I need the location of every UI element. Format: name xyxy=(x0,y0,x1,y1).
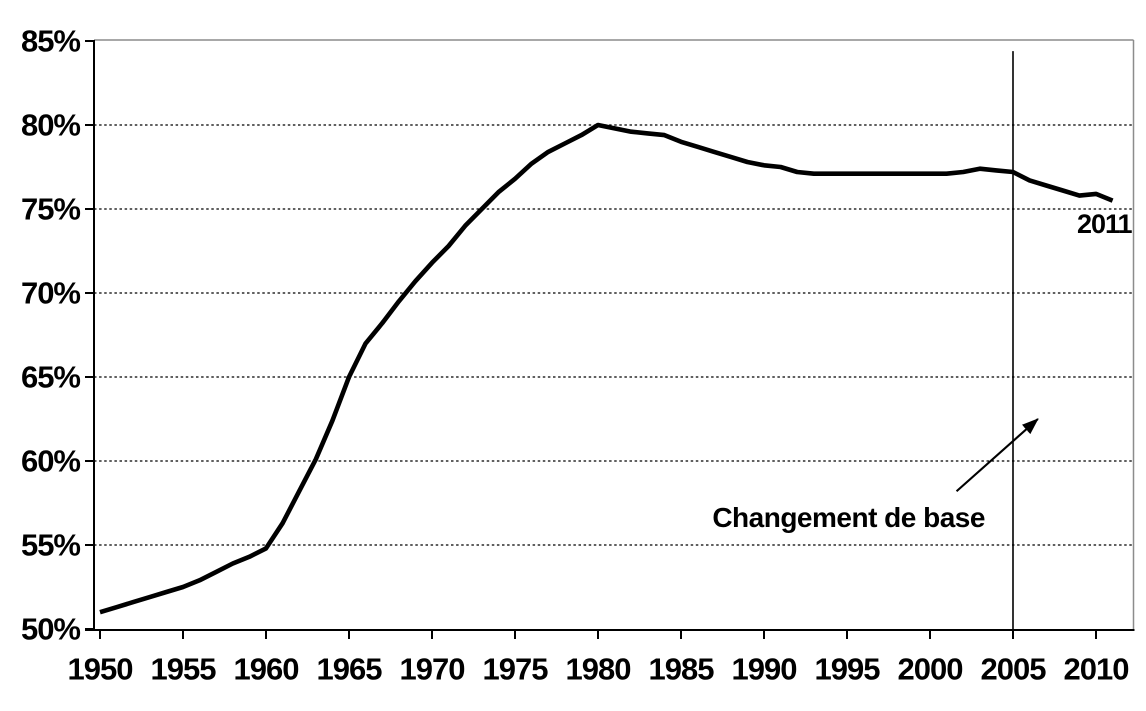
y-tick-label-70: 70% xyxy=(21,276,80,311)
y-tick-label-55: 55% xyxy=(21,528,80,563)
event-label: Changement de base xyxy=(712,502,985,533)
axis-ticks xyxy=(85,40,1097,639)
axes xyxy=(85,40,1135,631)
x-tick-label-1995: 1995 xyxy=(815,652,881,687)
data-line xyxy=(99,122,1114,615)
y-axis-labels: 85% 80% 75% 70% 65% 60% 55% 50% xyxy=(21,24,81,647)
year-end-label: 2011 xyxy=(1077,209,1133,239)
x-tick-label-1965: 1965 xyxy=(317,652,383,687)
annotations: Changement de base 2011 xyxy=(712,51,1134,629)
x-tick-label-2000: 2000 xyxy=(898,652,963,687)
gridlines xyxy=(94,124,1134,546)
x-tick-label-1975: 1975 xyxy=(483,652,549,687)
y-tick-label-60: 60% xyxy=(21,444,80,479)
x-tick-label-1970: 1970 xyxy=(400,652,465,687)
y-tick-label-75: 75% xyxy=(21,192,80,227)
x-tick-label-2010: 2010 xyxy=(1064,652,1129,687)
data-series xyxy=(99,122,1114,615)
y-tick-label-50: 50% xyxy=(21,612,80,647)
plot-frame xyxy=(94,39,1135,630)
annotation-arrow xyxy=(955,418,1039,493)
y-tick-label-80: 80% xyxy=(21,108,80,143)
x-tick-label-1960: 1960 xyxy=(234,652,299,687)
x-axis-labels: 1950 1955 1960 1965 1970 1975 1980 1985 1990 1995… xyxy=(68,652,1130,687)
x-tick-label-2005: 2005 xyxy=(981,652,1047,687)
y-tick-label-65: 65% xyxy=(21,360,80,395)
x-tick-label-1980: 1980 xyxy=(566,652,631,687)
x-tick-label-1985: 1985 xyxy=(649,652,715,687)
x-tick-label-1990: 1990 xyxy=(732,652,797,687)
y-tick-label-85: 85% xyxy=(21,24,80,59)
x-tick-label-1950: 1950 xyxy=(68,652,133,687)
x-tick-label-1955: 1955 xyxy=(151,652,217,687)
